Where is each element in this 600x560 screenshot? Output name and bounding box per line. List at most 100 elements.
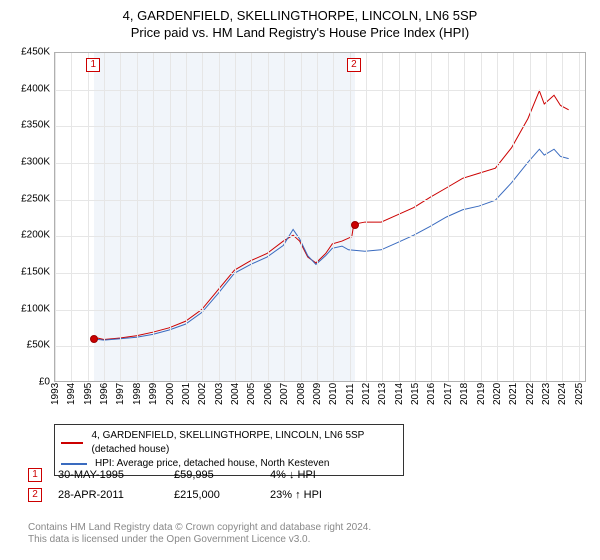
row-date: 30-MAY-1995 [58,469,158,481]
x-gridline [399,53,400,381]
x-gridline [562,53,563,381]
x-axis-label: 1997 [115,383,126,405]
y-gridline [55,236,585,237]
x-axis-label: 2003 [214,383,225,405]
data-row: 2 28-APR-2011 £215,000 23% ↑ HPI [28,488,588,502]
chart-area: £0£50K£100K£150K£200K£250K£300K£350K£400… [10,48,590,418]
x-gridline [464,53,465,381]
x-axis-label: 2020 [492,383,503,405]
x-axis-label: 2014 [394,383,405,405]
x-axis-label: 2000 [165,383,176,405]
x-gridline [350,53,351,381]
x-axis-label: 2016 [426,383,437,405]
x-axis-label: 2019 [476,383,487,405]
y-axis-label: £200K [10,230,50,241]
x-gridline [513,53,514,381]
x-axis-label: 2005 [246,383,257,405]
y-axis-label: £150K [10,267,50,278]
x-axis-label: 2017 [443,383,454,405]
row-pct: 4% ↓ HPI [270,469,370,481]
x-axis-label: 1998 [132,383,143,405]
x-gridline [55,53,56,381]
x-axis-label: 2023 [541,383,552,405]
x-axis-label: 2010 [328,383,339,405]
y-gridline [55,163,585,164]
y-axis-label: £300K [10,157,50,168]
x-gridline [120,53,121,381]
x-axis-label: 1999 [148,383,159,405]
x-gridline [251,53,252,381]
y-axis-label: £350K [10,120,50,131]
marker-flag: 2 [347,58,361,72]
x-gridline [415,53,416,381]
row-price: £59,995 [174,469,254,481]
title-block: 4, GARDENFIELD, SKELLINGTHORPE, LINCOLN,… [0,0,600,44]
legend-row: 4, GARDENFIELD, SKELLINGTHORPE, LINCOLN,… [61,429,397,457]
x-axis-label: 2004 [230,383,241,405]
x-gridline [366,53,367,381]
x-gridline [333,53,334,381]
x-axis-label: 2018 [459,383,470,405]
y-gridline [55,346,585,347]
row-date: 28-APR-2011 [58,489,158,501]
y-gridline [55,310,585,311]
x-gridline [104,53,105,381]
x-axis-label: 1993 [50,383,61,405]
marker-dot [90,335,98,343]
y-axis-label: £250K [10,193,50,204]
x-gridline [284,53,285,381]
x-axis-label: 2022 [525,383,536,405]
x-gridline [88,53,89,381]
x-gridline [202,53,203,381]
x-gridline [153,53,154,381]
x-gridline [431,53,432,381]
x-gridline [497,53,498,381]
data-rows: 1 30-MAY-1995 £59,995 4% ↓ HPI 2 28-APR-… [28,468,588,508]
title-main: 4, GARDENFIELD, SKELLINGTHORPE, LINCOLN,… [10,8,590,23]
x-gridline [235,53,236,381]
footer-line: This data is licensed under the Open Gov… [28,534,588,546]
marker-badge: 1 [28,468,42,482]
x-gridline [268,53,269,381]
x-axis-label: 2013 [377,383,388,405]
x-axis-label: 2021 [508,383,519,405]
x-gridline [137,53,138,381]
x-axis-label: 2006 [263,383,274,405]
x-gridline [301,53,302,381]
x-axis-label: 2012 [361,383,372,405]
x-axis-label: 2007 [279,383,290,405]
x-gridline [317,53,318,381]
y-axis-label: £400K [10,83,50,94]
footer: Contains HM Land Registry data © Crown c… [28,522,588,546]
x-gridline [186,53,187,381]
chart-container: 4, GARDENFIELD, SKELLINGTHORPE, LINCOLN,… [0,0,600,560]
marker-flag: 1 [86,58,100,72]
y-gridline [55,126,585,127]
legend-swatch [61,463,87,465]
y-axis-label: £100K [10,303,50,314]
line-svg [55,53,585,381]
legend-swatch [61,442,83,444]
x-axis-label: 2009 [312,383,323,405]
x-axis-label: 1994 [66,383,77,405]
plot-area [54,52,586,382]
legend-label: 4, GARDENFIELD, SKELLINGTHORPE, LINCOLN,… [91,429,397,457]
x-axis-label: 2025 [574,383,585,405]
x-axis-label: 2002 [197,383,208,405]
y-axis-label: £0 [10,377,50,388]
x-gridline [170,53,171,381]
x-axis-label: 2008 [296,383,307,405]
x-gridline [546,53,547,381]
x-axis-label: 2024 [557,383,568,405]
y-axis-label: £450K [10,47,50,58]
footer-line: Contains HM Land Registry data © Crown c… [28,522,588,534]
y-gridline [55,90,585,91]
x-axis-label: 2015 [410,383,421,405]
row-pct: 23% ↑ HPI [270,489,370,501]
x-gridline [530,53,531,381]
x-gridline [448,53,449,381]
title-sub: Price paid vs. HM Land Registry's House … [10,25,590,40]
x-axis-label: 1996 [99,383,110,405]
row-price: £215,000 [174,489,254,501]
x-gridline [71,53,72,381]
